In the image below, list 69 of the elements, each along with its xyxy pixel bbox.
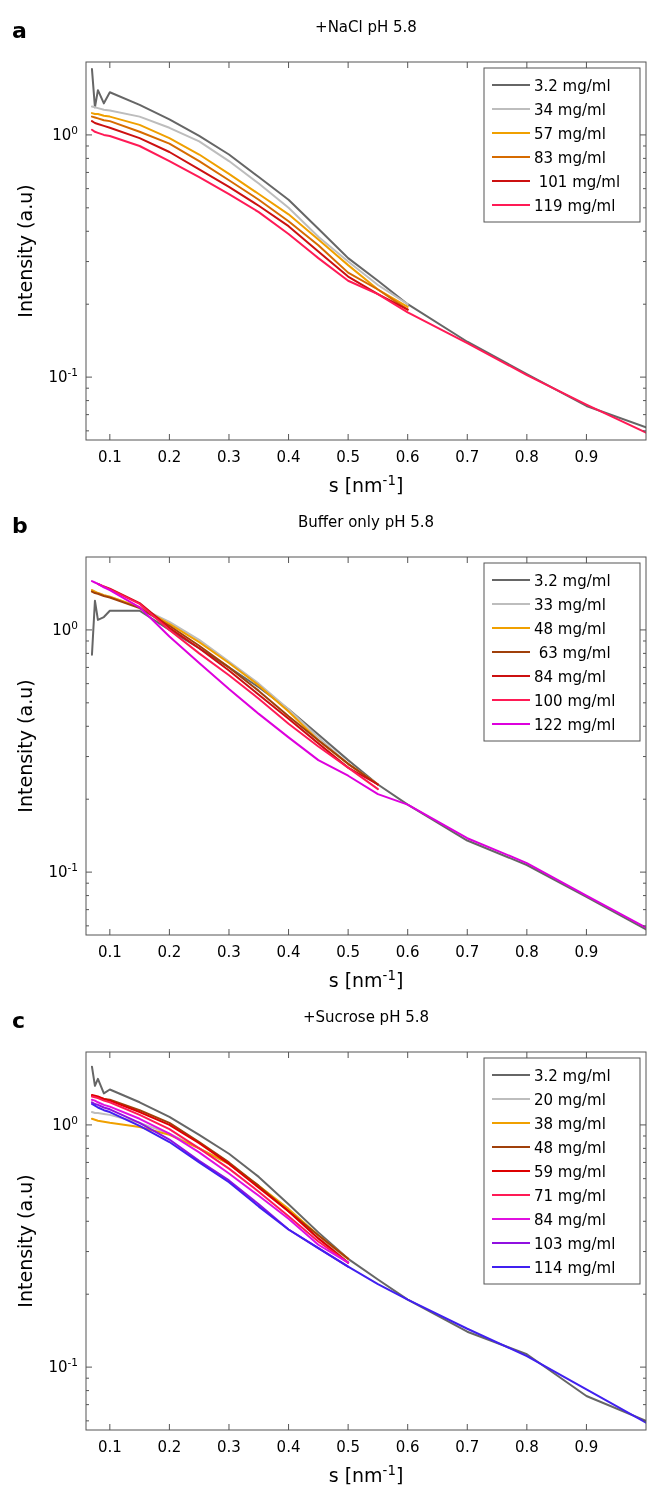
legend-label: 48 mg/ml (534, 1139, 606, 1157)
x-tick-label: 0.6 (395, 943, 420, 961)
x-tick-label: 0.2 (157, 943, 182, 961)
x-tick-label: 0.1 (97, 1438, 122, 1456)
x-tick-label: 0.4 (276, 943, 301, 961)
x-tick-label: 0.4 (276, 1438, 301, 1456)
x-tick-label: 0.9 (574, 1438, 599, 1456)
x-tick-label: 0.3 (217, 943, 241, 961)
x-tick-label: 0.7 (455, 1438, 480, 1456)
x-tick-label: 0.2 (157, 1438, 182, 1456)
legend-label: 3.2 mg/ml (534, 1067, 611, 1085)
y-tick-label: 10$^{0}$ (52, 123, 78, 144)
y-tick-label: 10$^{0}$ (52, 1113, 78, 1134)
legend-label: 100 mg/ml (534, 692, 616, 710)
legend-label: 84 mg/ml (534, 668, 606, 686)
legend-label: 33 mg/ml (534, 596, 606, 614)
x-tick-label: 0.1 (97, 448, 122, 466)
x-tick-label: 0.5 (336, 1438, 361, 1456)
legend-label: 20 mg/ml (534, 1091, 606, 1109)
x-tick-label: 0.9 (574, 448, 599, 466)
x-tick-label: 0.1 (97, 943, 122, 961)
legend-label: 83 mg/ml (534, 149, 606, 167)
x-tick-label: 0.8 (514, 943, 539, 961)
legend-label: 3.2 mg/ml (534, 77, 611, 95)
y-tick-label: 10$^{-1}$ (48, 861, 78, 882)
x-tick-label: 0.7 (455, 943, 480, 961)
line-series (90, 68, 646, 429)
x-tick-label: 0.5 (336, 943, 361, 961)
y-axis-title: Intensity (a.u) (14, 184, 36, 318)
legend-label: 114 mg/ml (534, 1259, 616, 1277)
line-series (90, 128, 646, 434)
legend-label: 34 mg/ml (534, 101, 606, 119)
text: b (12, 513, 28, 538)
x-tick-label: 0.3 (217, 1438, 241, 1456)
legend-label: 71 mg/ml (534, 1187, 606, 1205)
legend-label: 57 mg/ml (534, 125, 606, 143)
y-tick-label: 10$^{-1}$ (48, 1356, 78, 1377)
y-axis-title: Intensity (a.u) (14, 1174, 36, 1308)
y-tick-label: 10$^{-1}$ (48, 366, 78, 387)
text: a (12, 18, 27, 43)
legend-label: 3.2 mg/ml (534, 572, 611, 590)
legend-label: 84 mg/ml (534, 1211, 606, 1229)
y-axis-title: Intensity (a.u) (14, 679, 36, 813)
chart-title: Buffer only pH 5.8 (297, 513, 435, 531)
x-tick-label: 0.8 (514, 1438, 539, 1456)
x-tick-label: 0.6 (395, 448, 420, 466)
legend-label: 101 mg/ml (534, 173, 621, 191)
text: c (12, 1008, 26, 1033)
x-axis-title: s [nm$^{-1}$] (328, 1462, 404, 1486)
x-tick-label: 0.5 (336, 448, 361, 466)
x-tick-label: 0.4 (276, 448, 301, 466)
x-tick-label: 0.6 (395, 1438, 420, 1456)
x-tick-label: 0.9 (574, 943, 599, 961)
y-tick-label: 10$^{0}$ (52, 618, 78, 639)
x-axis-title: s [nm$^{-1}$] (328, 967, 404, 991)
x-tick-label: 0.3 (217, 448, 241, 466)
legend-label: 122 mg/ml (534, 716, 616, 734)
legend-label: 63 mg/ml (534, 644, 611, 662)
legend-label: 48 mg/ml (534, 620, 606, 638)
x-tick-label: 0.8 (514, 448, 539, 466)
x-tick-label: 0.7 (455, 448, 480, 466)
x-axis-title: s [nm$^{-1}$] (328, 472, 404, 496)
legend-label: 119 mg/ml (534, 197, 616, 215)
chart-title: +Sucrose pH 5.8 (302, 1008, 430, 1026)
legend-label: 103 mg/ml (534, 1235, 616, 1253)
x-tick-label: 0.2 (157, 448, 182, 466)
legend-label: 59 mg/ml (534, 1163, 606, 1181)
legend-label: 38 mg/ml (534, 1115, 606, 1133)
chart-title: +NaCl pH 5.8 (315, 18, 417, 36)
